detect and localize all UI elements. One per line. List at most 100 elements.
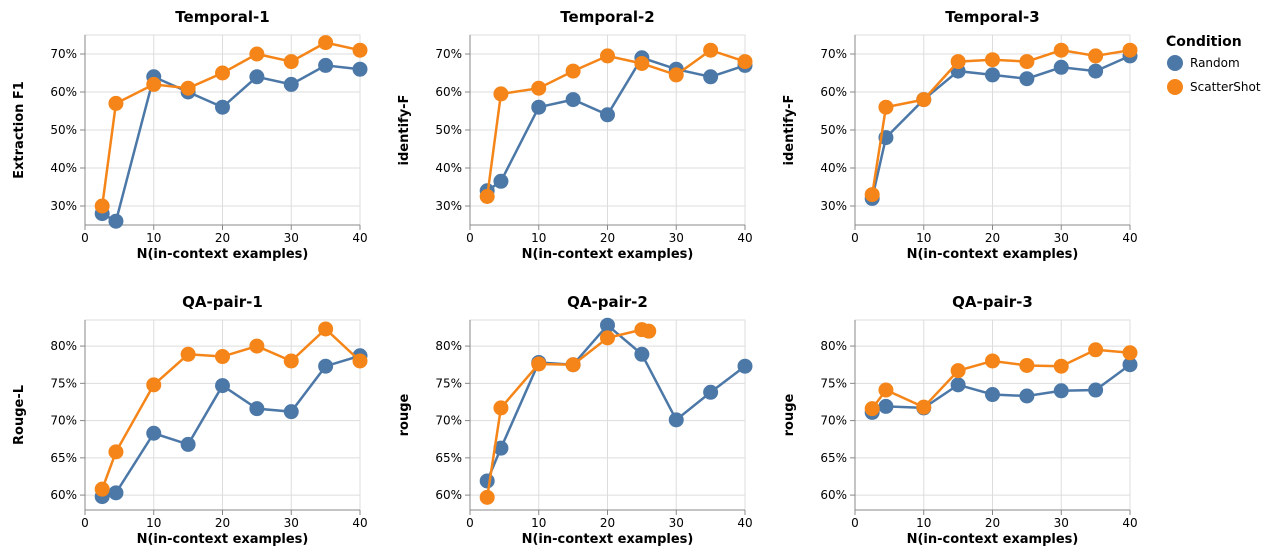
data-point-random [249,69,265,85]
series-scattershot [94,35,368,214]
data-point-scattershot [146,76,162,92]
data-point-scattershot [531,80,547,96]
series-scattershot [479,322,657,505]
y-tick-label: 65% [820,451,847,465]
series-random [864,357,1138,420]
data-point-random [985,387,1000,403]
legend-label-scattershot: ScatterShot [1190,80,1261,94]
y-tick-label: 70% [820,414,847,428]
data-point-scattershot [493,400,509,416]
data-point-scattershot [352,353,368,369]
y-tick-label: 50% [820,123,847,137]
series-random [864,48,1138,206]
data-point-scattershot [985,52,1000,68]
data-point-random [878,398,894,414]
legend-title: Condition [1166,34,1242,50]
x-tick-label: 40 [352,231,367,245]
series-line-random [101,64,361,224]
data-point-scattershot [878,99,894,115]
y-tick-label: 75% [50,376,77,390]
x-tick-label: 40 [1122,516,1137,530]
x-tick-label: 10 [146,231,161,245]
data-point-scattershot [916,92,932,108]
data-point-random [249,401,265,417]
data-point-scattershot [283,54,299,70]
x-tick-label: 40 [1122,231,1137,245]
data-point-random [318,57,334,73]
data-point-random [985,67,1000,83]
x-tick-label: 40 [737,516,752,530]
data-point-random [493,173,509,189]
y-tick-label: 60% [820,488,847,502]
y-tick-label: 65% [435,451,462,465]
panel-qa-pair-1: 0 10 20 30 40 60% 65% 70% 75% 80% QA-pair-1 N(in-co… [12,293,368,547]
data-point-random [600,107,615,123]
data-point-random [1053,383,1069,399]
data-point-scattershot [108,95,124,111]
x-tick-label: 0 [466,516,474,530]
data-point-random [1019,388,1035,404]
x-tick-label: 30 [1054,231,1069,245]
data-point-random [1088,63,1104,79]
data-point-random [668,412,684,428]
x-tick-label: 20 [600,231,615,245]
x-tick-label: 0 [851,516,859,530]
data-point-scattershot [950,363,966,379]
data-point-random [108,213,124,229]
data-point-scattershot [641,323,657,339]
data-point-scattershot [479,489,495,505]
data-point-scattershot [108,444,124,460]
y-tick-label: 75% [435,376,462,390]
y-axis-title: identify-F [782,95,797,166]
data-point-scattershot [1053,358,1069,374]
data-point-random [180,436,196,452]
chart-title: QA-pair-3 [952,293,1033,311]
data-point-random [703,384,719,400]
x-axis-title: N(in-context examples) [137,532,309,547]
y-axis-title: rouge [397,393,412,436]
data-point-random [283,404,299,420]
x-axis-title: N(in-context examples) [137,247,309,262]
chart-title: QA-pair-2 [567,293,648,311]
x-tick-label: 30 [669,516,684,530]
data-point-scattershot [985,353,1000,369]
y-tick-label: 30% [50,199,77,213]
data-point-scattershot [864,401,880,417]
data-point-scattershot [318,321,334,337]
y-axis-title: rouge [782,393,797,436]
data-point-random [318,358,334,374]
data-point-scattershot [94,481,110,497]
series-line-random [870,54,1131,199]
x-tick-label: 0 [851,231,859,245]
legend-label-random: Random [1190,56,1240,70]
chart-title: Temporal-3 [945,8,1039,26]
series-scattershot [864,42,1138,203]
data-point-random [215,378,230,394]
data-point-random [634,346,650,362]
data-point-scattershot [634,56,650,71]
y-tick-label: 60% [50,85,77,99]
x-tick-label: 10 [531,231,546,245]
data-point-scattershot [600,330,615,346]
data-point-random [215,99,230,115]
x-tick-label: 20 [215,231,230,245]
y-tick-label: 70% [435,47,462,61]
y-axis-title: Extraction F1 [12,81,27,179]
x-tick-label: 20 [985,231,1000,245]
legend-swatch-scattershot [1167,79,1183,95]
y-tick-label: 60% [820,85,847,99]
x-tick-label: 0 [466,231,474,245]
data-point-scattershot [479,189,495,204]
x-tick-label: 30 [284,231,299,245]
data-point-random [1053,59,1069,75]
y-tick-label: 70% [435,414,462,428]
data-point-random [531,99,547,115]
data-point-scattershot [737,54,753,70]
data-point-scattershot [1019,357,1035,373]
data-point-scattershot [249,46,265,62]
data-point-random [950,377,966,393]
data-point-scattershot [950,54,966,70]
y-axis-title: identify-F [397,95,412,166]
data-point-scattershot [215,349,230,365]
